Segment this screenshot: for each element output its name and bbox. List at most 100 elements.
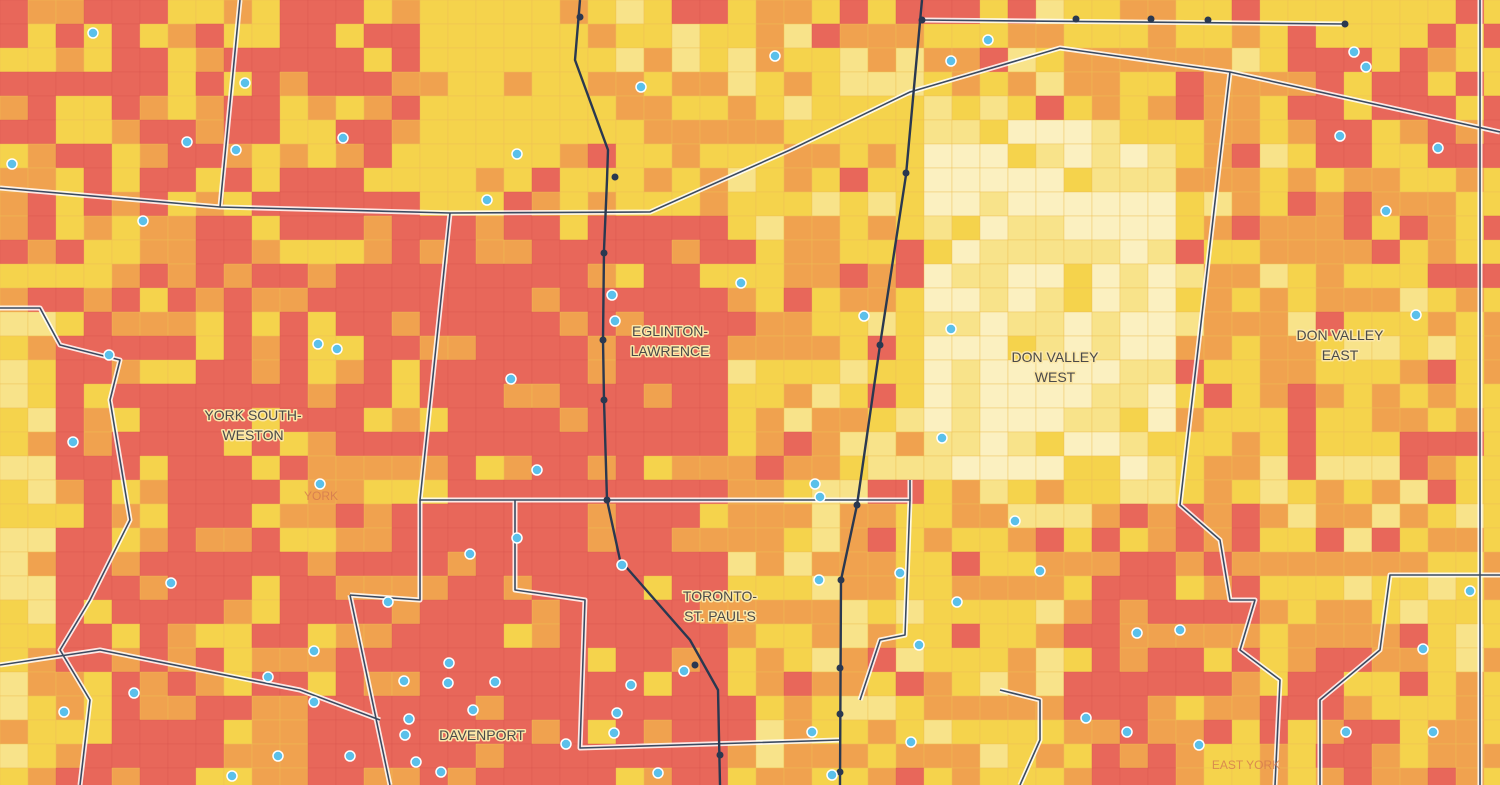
area <box>335 95 365 121</box>
area <box>251 263 281 289</box>
area <box>475 767 505 785</box>
area <box>195 335 225 361</box>
area <box>307 743 337 769</box>
area <box>475 71 505 97</box>
area <box>475 695 505 721</box>
area <box>1007 167 1037 193</box>
area <box>839 719 869 745</box>
area <box>671 719 701 745</box>
area <box>1063 311 1093 337</box>
area <box>811 263 841 289</box>
area <box>251 647 281 673</box>
area <box>1483 575 1500 601</box>
district-label: DON VALLEY <box>1297 327 1385 343</box>
area <box>1231 503 1261 529</box>
area <box>83 431 113 457</box>
area <box>1175 527 1205 553</box>
area <box>307 47 337 73</box>
area <box>559 455 589 481</box>
point <box>625 679 637 691</box>
area <box>307 215 337 241</box>
area <box>391 599 421 625</box>
area <box>419 503 449 529</box>
area <box>27 167 57 193</box>
area <box>279 431 309 457</box>
area <box>587 455 617 481</box>
area <box>1007 95 1037 121</box>
area <box>83 623 113 649</box>
area <box>111 599 141 625</box>
area <box>783 287 813 313</box>
area <box>475 599 505 625</box>
area <box>27 335 57 361</box>
area <box>895 263 925 289</box>
area <box>335 263 365 289</box>
area <box>587 407 617 433</box>
area <box>559 143 589 169</box>
area <box>727 599 757 625</box>
area <box>447 215 477 241</box>
area <box>391 23 421 49</box>
area <box>363 71 393 97</box>
area <box>643 551 673 577</box>
area <box>1035 743 1065 769</box>
area <box>923 359 953 385</box>
area <box>1203 383 1233 409</box>
point <box>103 349 115 361</box>
area <box>587 383 617 409</box>
area <box>811 599 841 625</box>
area <box>111 23 141 49</box>
area <box>643 71 673 97</box>
area <box>671 95 701 121</box>
area <box>83 263 113 289</box>
point <box>905 736 917 748</box>
area <box>1343 287 1373 313</box>
area <box>1371 287 1401 313</box>
area <box>811 455 841 481</box>
area <box>671 311 701 337</box>
subway-line <box>838 0 924 785</box>
area <box>559 167 589 193</box>
area <box>1287 167 1317 193</box>
area <box>727 71 757 97</box>
area <box>447 0 477 25</box>
area <box>503 311 533 337</box>
area <box>27 503 57 529</box>
area <box>1371 0 1401 25</box>
station <box>1204 16 1212 24</box>
area <box>755 575 785 601</box>
area <box>783 263 813 289</box>
area <box>27 407 57 433</box>
area <box>1483 215 1500 241</box>
area <box>755 311 785 337</box>
area <box>363 431 393 457</box>
area <box>531 647 561 673</box>
area <box>251 383 281 409</box>
area <box>1259 407 1289 433</box>
area <box>615 647 645 673</box>
area <box>1399 719 1429 745</box>
area <box>1287 383 1317 409</box>
point <box>945 55 957 67</box>
area <box>195 239 225 265</box>
area <box>167 623 197 649</box>
area <box>643 527 673 553</box>
area <box>811 47 841 73</box>
area <box>1175 263 1205 289</box>
area <box>615 599 645 625</box>
area <box>475 575 505 601</box>
area <box>55 0 85 25</box>
station <box>691 661 699 669</box>
area <box>1427 743 1457 769</box>
area <box>1063 191 1093 217</box>
area <box>1007 23 1037 49</box>
point <box>608 727 620 739</box>
area <box>1119 599 1149 625</box>
area <box>923 719 953 745</box>
point <box>560 738 572 750</box>
area <box>279 71 309 97</box>
area <box>839 623 869 649</box>
area <box>615 119 645 145</box>
area <box>419 527 449 553</box>
area <box>1147 71 1177 97</box>
